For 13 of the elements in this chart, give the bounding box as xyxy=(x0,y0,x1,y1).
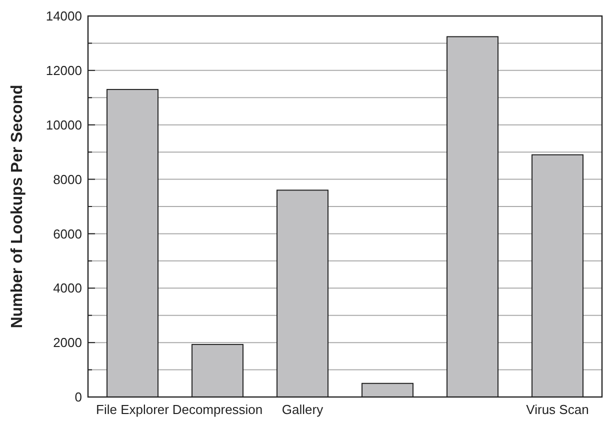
y-tick-label: 8000 xyxy=(53,172,82,187)
y-tick-label: 10000 xyxy=(46,117,82,132)
x-tick-label: Virus Scan xyxy=(526,402,589,417)
y-tick-label: 6000 xyxy=(53,226,82,242)
y-tick-label: 2000 xyxy=(53,335,82,350)
y-tick-label: 0 xyxy=(74,390,82,405)
y-tick-label: 14000 xyxy=(46,8,82,24)
x-tick-label: File Explorer xyxy=(96,402,170,417)
y-tick-label: 4000 xyxy=(53,280,82,296)
y-tick-label: 12000 xyxy=(46,62,82,78)
x-tick-label: Gallery xyxy=(282,402,324,417)
y-axis-title: Number of Lookups Per Second xyxy=(9,84,26,328)
x-tick-label: Decompression xyxy=(172,402,263,417)
